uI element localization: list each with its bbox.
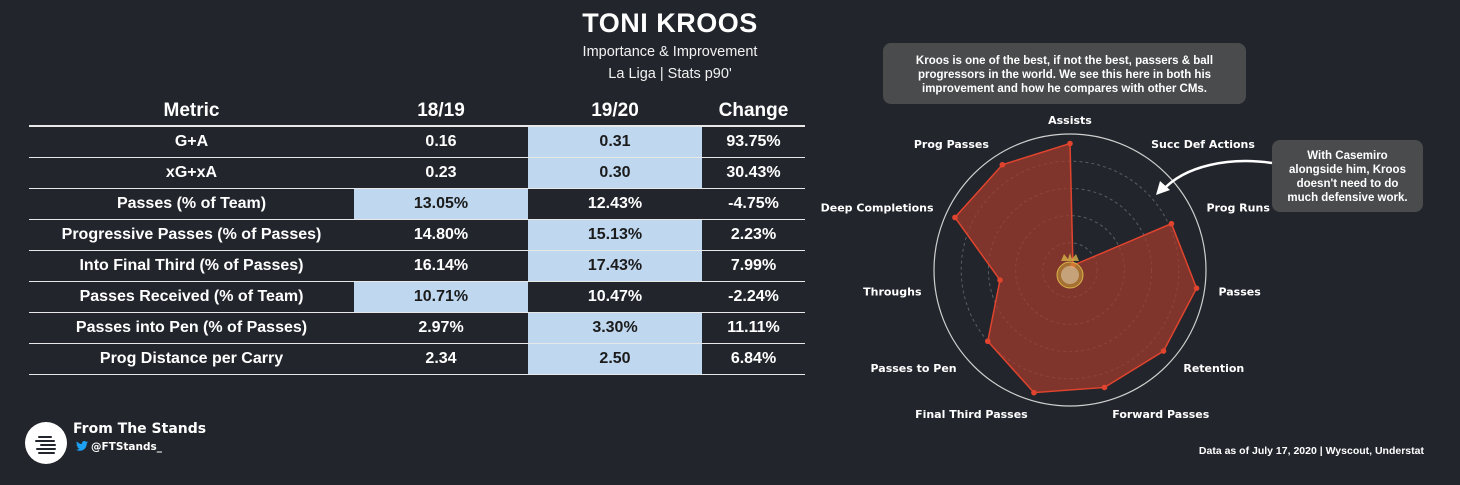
- insight-note-passing: Kroos is one of the best, if not the bes…: [883, 43, 1246, 104]
- radar-axis-label: Retention: [1183, 362, 1244, 375]
- twitter-handle-text: @FTStands_: [91, 441, 162, 453]
- metric-cell: Prog Distance per Carry: [29, 343, 354, 375]
- radar-point: [984, 338, 991, 345]
- column-header-change: Change: [702, 97, 805, 127]
- table-row: xG+xA 0.23 0.30 30.43%: [29, 157, 805, 189]
- value-1819-cell: 16.14%: [354, 250, 528, 282]
- radar-axis-label: Deep Completions: [821, 202, 934, 215]
- radar-axis-label: Succ Def Actions: [1151, 138, 1255, 151]
- column-header-1920: 19/20: [528, 97, 702, 127]
- metric-cell: G+A: [29, 126, 354, 158]
- column-header-metric: Metric: [29, 97, 354, 127]
- page-subtitle: Importance & Improvement: [582, 44, 758, 60]
- page-subtitle-league: La Liga | Stats p90': [608, 66, 732, 82]
- radar-chart: Assists Succ Def Actions Prog Runs Passes Re…: [821, 114, 1271, 421]
- value-1920-cell: 15.13%: [528, 219, 702, 251]
- change-cell: -4.75%: [702, 188, 805, 220]
- value-1920-cell: 17.43%: [528, 250, 702, 282]
- radar-axis-label: Prog Runs: [1206, 202, 1270, 215]
- change-cell: 30.43%: [702, 157, 805, 189]
- twitter-bird-icon: [76, 441, 88, 451]
- curved-arrow-icon: [1156, 159, 1273, 195]
- change-cell: 2.23%: [702, 219, 805, 251]
- table-row: Passes (% of Team) 13.05% 12.43% -4.75%: [29, 188, 805, 220]
- radar-point: [999, 161, 1006, 168]
- metric-cell: Passes Received (% of Team): [29, 281, 354, 313]
- value-1819-cell: 0.16: [354, 126, 528, 158]
- value-1920-cell: 0.30: [528, 157, 702, 189]
- radar-point: [1067, 140, 1073, 147]
- radar-point: [1193, 285, 1200, 291]
- radar-axis-label: Final Third Passes: [915, 408, 1028, 421]
- radar-axis-label: Passes: [1218, 285, 1261, 298]
- table-row: Prog Distance per Carry 2.34 2.50 6.84%: [29, 343, 805, 375]
- twitter-handle[interactable]: @FTStands_: [76, 441, 162, 453]
- value-1920-cell: 10.47%: [528, 281, 702, 313]
- metric-cell: Passes (% of Team): [29, 188, 354, 220]
- metric-cell: Into Final Third (% of Passes): [29, 250, 354, 282]
- value-1819-cell: 2.34: [354, 343, 528, 375]
- value-1819-cell: 14.80%: [354, 219, 528, 251]
- insight-note-defense: With Casemiro alongside him, Kroos doesn…: [1272, 140, 1423, 212]
- column-header-1819: 18/19: [354, 97, 528, 127]
- real-madrid-crest-icon: [1056, 253, 1084, 289]
- radar-point: [1160, 348, 1167, 354]
- value-1920-cell: 3.30%: [528, 312, 702, 344]
- radar-point: [1101, 384, 1108, 391]
- radar-point: [1168, 220, 1175, 227]
- radar-point: [952, 214, 958, 221]
- radar-point: [997, 277, 1003, 283]
- change-cell: 93.75%: [702, 126, 805, 158]
- value-1920-cell: 0.31: [528, 126, 702, 158]
- radar-axis-label: Forward Passes: [1112, 408, 1210, 421]
- table-row: Progressive Passes (% of Passes) 14.80% 15…: [29, 219, 805, 251]
- value-1819-cell: 2.97%: [354, 312, 528, 344]
- change-cell: -2.24%: [702, 281, 805, 313]
- metric-cell: Passes into Pen (% of Passes): [29, 312, 354, 344]
- metric-cell: Progressive Passes (% of Passes): [29, 219, 354, 251]
- radar-axis-label: Assists: [1048, 114, 1092, 127]
- radar-axis-label: Prog Passes: [914, 138, 989, 151]
- change-cell: 11.11%: [702, 312, 805, 344]
- table-row: G+A 0.16 0.31 93.75%: [29, 126, 805, 158]
- change-cell: 7.99%: [702, 250, 805, 282]
- table-row: Passes Received (% of Team) 10.71% 10.47% -…: [29, 281, 805, 313]
- data-source-note: Data as of July 17, 2020 | Wyscout, Unde…: [1198, 445, 1424, 457]
- value-1920-cell: 2.50: [528, 343, 702, 375]
- table-header-row: Metric 18/19 19/20 Change: [29, 97, 805, 127]
- stats-table: Metric 18/19 19/20 Change G+A 0.16 0.31 93.…: [29, 97, 805, 375]
- radar-axis-label: Throughs: [863, 285, 922, 298]
- brand-logo: [25, 422, 67, 464]
- table-row: Passes into Pen (% of Passes) 2.97% 3.30% 1…: [29, 312, 805, 344]
- table-row: Into Final Third (% of Passes) 16.14% 17.4…: [29, 250, 805, 282]
- value-1819-cell: 13.05%: [354, 188, 528, 220]
- brand-name: From The Stands: [73, 421, 207, 437]
- radar-outer-ring: [933, 133, 1207, 407]
- page-title: TONI KROOS: [582, 8, 758, 38]
- radar-point: [1031, 389, 1037, 396]
- radar-axis-label: Passes to Pen: [871, 362, 957, 375]
- metric-cell: xG+xA: [29, 157, 354, 189]
- value-1819-cell: 0.23: [354, 157, 528, 189]
- value-1920-cell: 12.43%: [528, 188, 702, 220]
- change-cell: 6.84%: [702, 343, 805, 375]
- value-1819-cell: 10.71%: [354, 281, 528, 313]
